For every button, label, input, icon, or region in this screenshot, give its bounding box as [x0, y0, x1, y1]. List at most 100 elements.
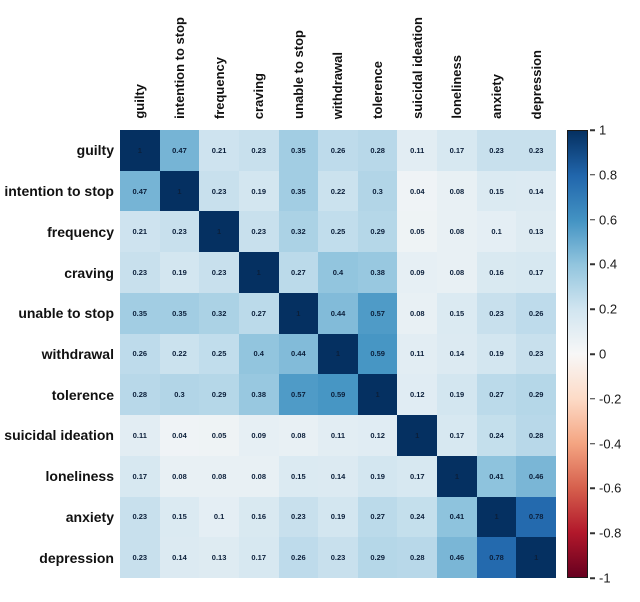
heatmap-cell: 0.21 [199, 130, 239, 171]
heatmap-cell: 0.25 [318, 211, 358, 253]
heatmap-cell: 0.28 [516, 415, 556, 456]
heatmap-cell: 1 [476, 496, 517, 538]
heatmap-cell: 0.23 [120, 537, 160, 578]
heatmap-cell: 0.19 [238, 170, 279, 212]
heatmap-cell: 0.22 [159, 333, 200, 375]
column-header-guilty: guilty [132, 84, 148, 119]
heatmap-cell: 0.46 [437, 537, 477, 578]
row-label-loneliness: loneliness [45, 468, 114, 485]
colorbar-tick [590, 487, 595, 490]
column-header-depression: depression [528, 49, 544, 119]
column-header-withdrawal: withdrawal [330, 51, 346, 119]
heatmap-cell: 0.4 [318, 252, 358, 293]
heatmap-cell: 0.11 [120, 415, 160, 456]
colorbar-tick-label: 0.4 [599, 256, 618, 272]
heatmap-cell: 0.23 [199, 170, 239, 212]
heatmap-cell: 0.19 [476, 333, 517, 375]
heatmap-cell: 0.44 [318, 292, 358, 334]
heatmap-cell: 0.22 [318, 170, 358, 212]
heatmap-cell: 0.09 [238, 415, 279, 456]
heatmap-cell: 0.27 [476, 374, 517, 416]
heatmap-cell: 0.38 [238, 374, 279, 416]
heatmap-cell: 0.26 [516, 292, 556, 334]
heatmap-cell: 0.28 [357, 130, 398, 171]
heatmap-cell: 0.23 [120, 252, 160, 293]
heatmap-cell: 1 [278, 292, 319, 334]
heatmap-cell: 0.08 [397, 292, 438, 334]
heatmap-cell: 0.19 [437, 374, 477, 416]
colorbar-tick-label: -0.2 [599, 391, 622, 407]
colorbar-tick-label: -0.6 [599, 480, 622, 496]
row-label-depression: depression [39, 549, 114, 566]
heatmap-cell: 0.38 [357, 252, 398, 293]
heatmap-cell: 0.23 [238, 130, 279, 171]
heatmap-cell: 0.17 [120, 455, 160, 497]
colorbar-tick [590, 353, 595, 355]
heatmap-cell: 0.47 [120, 170, 160, 212]
heatmap-cell: 0.21 [120, 211, 160, 253]
heatmap-cell: 0.17 [437, 415, 477, 456]
heatmap-cell: 1 [397, 415, 438, 456]
colorbar-tick [590, 398, 595, 400]
heatmap-cell: 0.26 [318, 130, 358, 171]
heatmap-cell: 0.23 [238, 211, 279, 253]
heatmap-cell: 0.29 [357, 537, 398, 578]
heatmap-cell: 1 [357, 374, 398, 416]
heatmap-cell: 0.78 [476, 537, 517, 578]
row-label-intention-to-stop: intention to stop [4, 183, 114, 200]
row-label-craving: craving [64, 264, 114, 281]
heatmap-cell: 0.23 [476, 292, 517, 334]
heatmap-cell: 0.23 [516, 130, 556, 171]
heatmap-cell: 0.13 [199, 537, 239, 578]
heatmap-cell: 0.47 [159, 130, 200, 171]
heatmap-cell: 0.11 [397, 130, 438, 171]
heatmap-cell: 1 [159, 170, 200, 212]
colorbar-tick-label: 0.6 [599, 212, 618, 228]
heatmap-cell: 0.59 [357, 333, 398, 375]
heatmap-cell: 0.28 [397, 537, 438, 578]
heatmap-cell: 0.17 [238, 537, 279, 578]
heatmap-cell: 1 [318, 333, 358, 375]
heatmap-cell: 0.15 [437, 292, 477, 334]
colorbar-tick [590, 577, 595, 579]
colorbar-tick [590, 532, 595, 534]
heatmap-cell: 1 [516, 537, 556, 578]
heatmap-cell: 0.44 [278, 333, 319, 375]
row-label-suicidal-ideation: suicidal ideation [4, 427, 114, 444]
heatmap-cell: 0.28 [120, 374, 160, 416]
heatmap-cell: 0.3 [159, 374, 200, 416]
colorbar-tick [590, 129, 595, 131]
colorbar-tick-label: 0 [599, 346, 607, 362]
heatmap-cell: 0.15 [476, 170, 517, 212]
heatmap-cell: 0.15 [278, 455, 319, 497]
colorbar-gradient [567, 130, 588, 578]
heatmap-cell: 0.23 [199, 252, 239, 293]
heatmap-cell: 0.27 [357, 496, 398, 538]
heatmap-cell: 0.26 [278, 537, 319, 578]
column-header-suicidal-ideation: suicidal ideation [409, 17, 425, 119]
heatmap-cell: 0.23 [476, 130, 517, 171]
heatmap-cell: 0.08 [238, 455, 279, 497]
heatmap-cell: 0.25 [199, 333, 239, 375]
heatmap-cell: 0.1 [199, 496, 239, 538]
heatmap-cell: 0.32 [278, 211, 319, 253]
heatmap-cell: 0.26 [120, 333, 160, 375]
heatmap-cell: 1 [120, 130, 160, 171]
heatmap-cell: 0.14 [437, 333, 477, 375]
column-header-frequency: frequency [211, 56, 227, 119]
heatmap-cell: 0.57 [278, 374, 319, 416]
heatmap-cell: 0.29 [199, 374, 239, 416]
heatmap-cell: 0.41 [476, 455, 517, 497]
heatmap-cell: 1 [238, 252, 279, 293]
heatmap-cell: 0.29 [516, 374, 556, 416]
heatmap-cell: 0.41 [437, 496, 477, 538]
heatmap-cell: 0.46 [516, 455, 556, 497]
heatmap-grid: 1 0.47 0.21 0.23 0.35 0.26 0.28 0.11 0.17 0.23 0.2… [120, 130, 556, 578]
heatmap-cell: 0.35 [278, 130, 319, 171]
heatmap-cell: 0.19 [318, 496, 358, 538]
column-header-anxiety: anxiety [489, 74, 505, 119]
heatmap-cell: 0.09 [397, 252, 438, 293]
heatmap-cell: 0.08 [437, 170, 477, 212]
heatmap-cell: 0.08 [199, 455, 239, 497]
heatmap-cell: 0.12 [357, 415, 398, 456]
